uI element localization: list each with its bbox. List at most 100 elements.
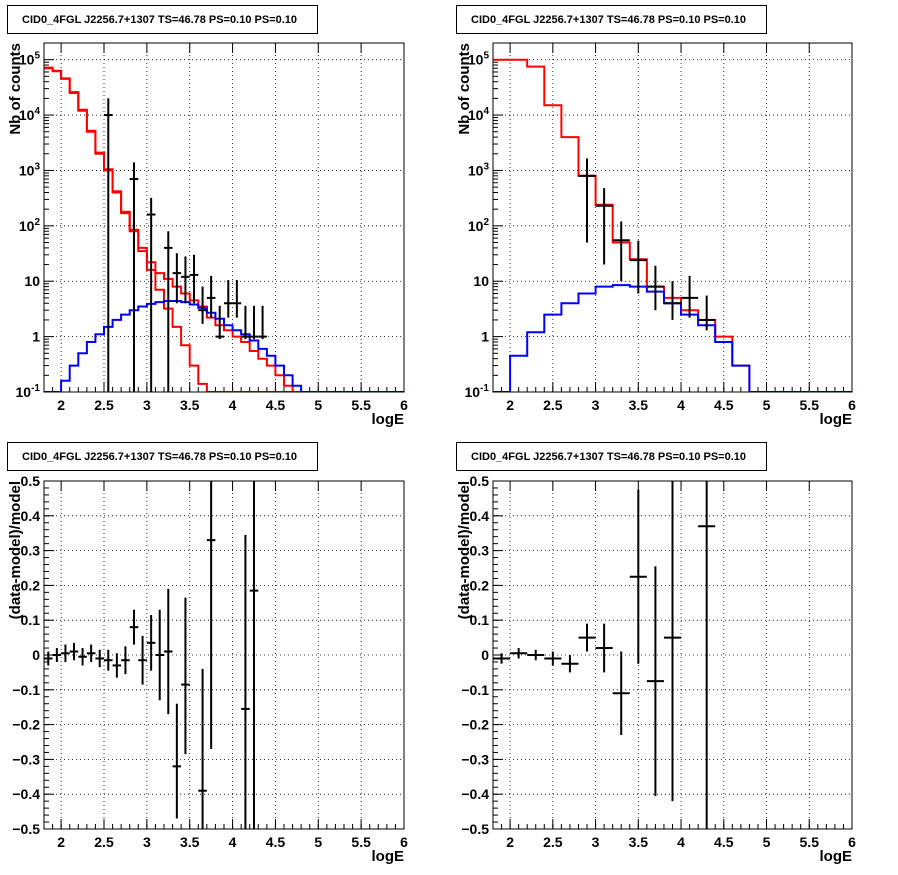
histogram-series-0	[493, 58, 852, 392]
x-tick-label: 5	[314, 397, 322, 413]
x-tick-label: 3	[143, 834, 151, 850]
x-tick-label: 3.5	[629, 834, 649, 850]
x-tick-label: 5.5	[800, 397, 820, 413]
y-tick-label: −0.2	[12, 717, 40, 733]
y-tick-label: −0.3	[461, 751, 489, 767]
x-tick-label: 3	[143, 397, 151, 413]
y-tick-label: 10-1	[16, 383, 41, 400]
x-tick-label: 4.5	[714, 397, 734, 413]
x-tick-label: 2.5	[543, 397, 563, 413]
histogram-series-1	[44, 66, 404, 392]
x-tick-label: 3	[592, 834, 600, 850]
x-tick-label: 2.5	[94, 397, 114, 413]
x-axis-title: logE	[820, 848, 853, 865]
y-tick-label: 103	[19, 161, 41, 178]
y-tick-label: 0.2	[21, 577, 41, 593]
y-tick-label: 105	[19, 51, 41, 68]
x-tick-label: 4.5	[714, 834, 734, 850]
x-tick-label: 5	[763, 834, 771, 850]
y-tick-label: 0.5	[21, 473, 41, 489]
y-tick-label: −0.2	[461, 717, 489, 733]
plot-title-bottom-right: CID0_4FGL J2256.7+1307 TS=46.78 PS=0.10 …	[456, 442, 767, 471]
plot-frame	[492, 480, 853, 830]
plot-title-top-right: CID0_4FGL J2256.7+1307 TS=46.78 PS=0.10 …	[456, 5, 767, 34]
panel-1: 2 2.5 3 3.5 4 4.5 5 5.5 6 10-1 1 10 102 103 104 105 logE…	[456, 42, 856, 428]
histogram-series-0	[44, 67, 404, 392]
x-tick-label: 4	[229, 834, 237, 850]
y-tick-label: 105	[468, 51, 490, 68]
x-tick-label: 2	[57, 397, 65, 413]
x-tick-label: 6	[848, 834, 856, 850]
x-tick-label: 3.5	[180, 397, 200, 413]
x-tick-label: 6	[848, 397, 856, 413]
y-tick-label: −0.5	[12, 821, 40, 837]
panel-2: 2 2.5 3 3.5 4 4.5 5 5.5 6 −0.5 −0.4 −0.3 −0.2 −0.1 0 0.…	[7, 473, 408, 865]
x-tick-label: 2	[57, 834, 65, 850]
panel-0: 2 2.5 3 3.5 4 4.5 5 5.5 6 10-1 1 10 102 103 104 105 logE…	[7, 42, 408, 428]
y-tick-label: 10	[24, 273, 40, 289]
y-tick-label: 0	[32, 647, 40, 663]
y-tick-label: 1	[481, 329, 489, 345]
x-tick-label: 6	[400, 397, 408, 413]
x-tick-label: 5.5	[351, 397, 371, 413]
y-tick-label: −0.1	[461, 682, 489, 698]
x-tick-label: 2.5	[543, 834, 563, 850]
x-tick-label: 5	[314, 834, 322, 850]
y-tick-label: 0.1	[470, 612, 490, 628]
y-tick-label: 0	[481, 647, 489, 663]
y-axis-title: (data-model)/model	[7, 481, 24, 619]
histogram-series-2	[44, 300, 404, 392]
y-tick-label: 104	[19, 106, 41, 123]
x-tick-label: 2	[506, 397, 514, 413]
plot-frame	[492, 42, 853, 393]
y-tick-label: 103	[468, 161, 490, 178]
y-tick-label: 10	[473, 273, 489, 289]
plot-area	[493, 481, 716, 829]
panel-3: 2 2.5 3 3.5 4 4.5 5 5.5 6 −0.5 −0.4 −0.3 −0.2 −0.1 0 0.…	[456, 473, 856, 865]
y-tick-label: −0.3	[12, 751, 40, 767]
y-axis-title: Nb of counts	[7, 43, 24, 135]
y-tick-label: −0.5	[461, 821, 489, 837]
y-axis-title: (data-model)/model	[456, 481, 473, 619]
x-tick-label: 4	[677, 397, 685, 413]
x-tick-label: 4.5	[266, 834, 286, 850]
histogram-series-1	[493, 284, 852, 392]
y-tick-label: 0.5	[470, 473, 490, 489]
x-tick-label: 2	[506, 834, 514, 850]
x-axis-title: logE	[372, 411, 405, 428]
y-axis-title: Nb of counts	[456, 43, 473, 135]
y-tick-label: 0.2	[470, 577, 490, 593]
plot-area	[44, 481, 259, 829]
y-tick-label: −0.4	[461, 786, 489, 802]
plot-area	[44, 66, 404, 392]
x-tick-label: 5	[763, 397, 771, 413]
y-tick-label: 1	[32, 329, 40, 345]
y-tick-label: 0.4	[470, 508, 490, 524]
y-tick-label: 0.4	[21, 508, 41, 524]
y-tick-label: −0.1	[12, 682, 40, 698]
y-tick-label: 0.1	[21, 612, 41, 628]
x-tick-label: 2.5	[94, 834, 114, 850]
y-tick-label: 0.3	[470, 543, 490, 559]
y-tick-label: 0.3	[21, 543, 41, 559]
plot-area	[493, 58, 852, 392]
plot-title-top-left: CID0_4FGL J2256.7+1307 TS=46.78 PS=0.10 …	[7, 5, 318, 34]
x-tick-label: 3	[592, 397, 600, 413]
x-axis-title: logE	[820, 411, 853, 428]
x-tick-label: 3.5	[629, 397, 649, 413]
x-tick-label: 4	[229, 397, 237, 413]
y-tick-label: 102	[468, 217, 490, 234]
x-tick-label: 4.5	[266, 397, 286, 413]
x-tick-label: 3.5	[180, 834, 200, 850]
x-tick-label: 6	[400, 834, 408, 850]
x-tick-label: 4	[677, 834, 685, 850]
plot-frame	[43, 480, 405, 830]
y-tick-label: −0.4	[12, 786, 40, 802]
y-tick-label: 102	[19, 217, 41, 234]
y-tick-label: 10-1	[465, 383, 490, 400]
x-tick-label: 5.5	[351, 834, 371, 850]
y-tick-label: 104	[468, 106, 490, 123]
plot-title-bottom-left: CID0_4FGL J2256.7+1307 TS=46.78 PS=0.10 …	[7, 442, 318, 471]
x-axis-title: logE	[372, 848, 405, 865]
